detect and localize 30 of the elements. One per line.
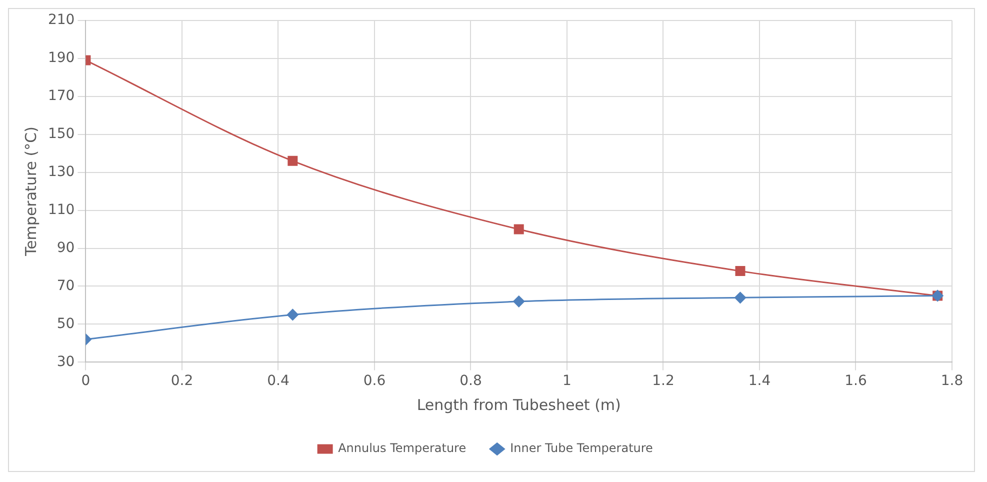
point — [288, 156, 298, 166]
y-tick-label: 110 — [48, 202, 75, 218]
point — [514, 224, 524, 234]
x-tick-label: 1.6 — [844, 373, 867, 390]
y-tick-label: 90 — [56, 240, 75, 256]
x-tick-label: 0.6 — [363, 373, 386, 390]
x-tick-label: 0 — [81, 373, 90, 390]
x-tick-label: 0.4 — [267, 373, 290, 390]
x-tick-label: 1.4 — [748, 373, 771, 390]
y-tick-label: 150 — [48, 126, 75, 142]
y-axis-title: Temperature (°C) — [22, 126, 40, 258]
y-tick-label: 70 — [56, 278, 75, 294]
x-tick-label: 0.2 — [170, 373, 194, 390]
y-tick-label: 130 — [48, 164, 75, 180]
y-tick-label: 190 — [48, 50, 75, 66]
x-tick-label: 1.2 — [652, 373, 674, 390]
legend-label: Annulus Temperature — [338, 441, 466, 456]
legend-label: Inner Tube Temperature — [510, 441, 653, 456]
y-tick-label: 210 — [48, 12, 75, 28]
point — [286, 308, 298, 320]
point — [735, 266, 746, 276]
x-tick-label: 1.8 — [940, 373, 964, 390]
x-tick-label: 1 — [562, 373, 572, 390]
y-tick-label: 30 — [56, 354, 75, 370]
x-axis-title: Length from Tubesheet (m) — [416, 396, 621, 414]
point — [513, 296, 525, 308]
y-tick-label: 170 — [48, 88, 75, 104]
point — [734, 292, 746, 304]
y-tick-label: 50 — [56, 316, 75, 332]
x-tick-label: 0.8 — [460, 373, 482, 390]
